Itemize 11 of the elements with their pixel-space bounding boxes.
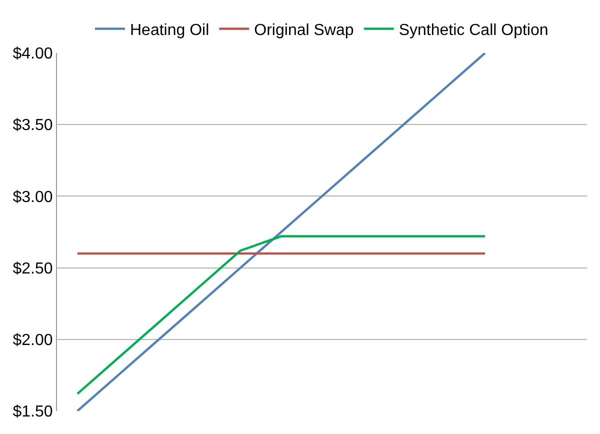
line-series (76, 53, 486, 411)
y-tick-label: $3.50 (12, 117, 53, 134)
line-series (76, 235, 486, 395)
y-tick-label: $4.00 (12, 46, 53, 63)
y-tick-label: $1.50 (12, 404, 53, 421)
legend-label: Synthetic Call Option (398, 22, 548, 39)
y-tick-label: $2.00 (12, 332, 53, 349)
y-tick-label: $2.50 (12, 260, 53, 278)
legend-label: Original Swap (254, 22, 354, 39)
y-tick-label: $3.00 (12, 188, 53, 206)
legend-label: Heating Oil (130, 22, 210, 39)
